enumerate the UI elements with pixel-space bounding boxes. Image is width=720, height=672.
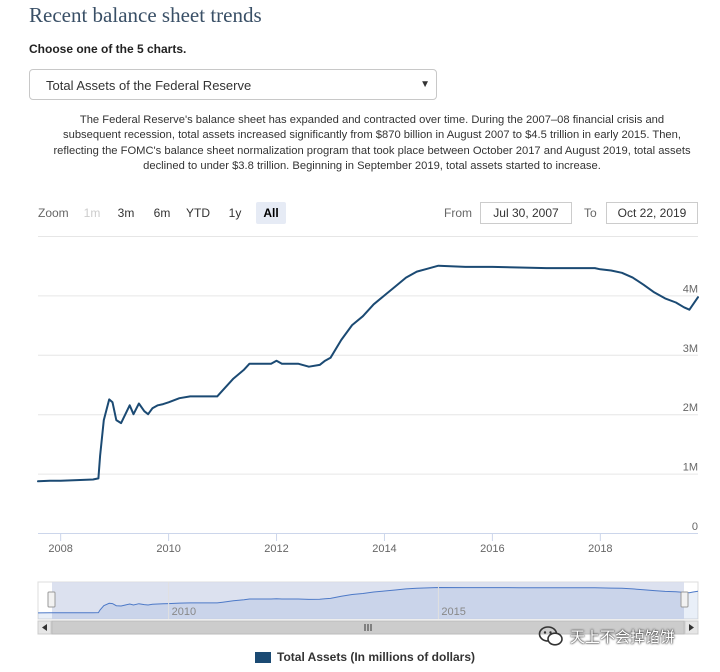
navigator-area (38, 587, 698, 619)
series-line-total-assets[interactable] (37, 264, 699, 483)
zoom-all-button[interactable]: All (256, 202, 286, 224)
y-tick-label-4: 4M (683, 283, 698, 295)
y-tick-label-0: 0 (692, 521, 698, 533)
legend-label: Total Assets (In millions of dollars) (277, 650, 476, 664)
zoom-3m-button[interactable]: 3m (117, 206, 135, 220)
x-tick-label-2010: 2010 (156, 543, 180, 555)
x-tick-label-2012: 2012 (264, 543, 288, 555)
y-tick-label-1: 1M (683, 462, 698, 474)
zoom-1m-button[interactable]: 1m (83, 206, 101, 220)
x-tick-label-2016: 2016 (480, 543, 504, 555)
chart-chooser-label: Choose one of the 5 charts. (29, 42, 187, 56)
range-to-input[interactable]: Oct 22, 2019 (606, 202, 698, 224)
chart-select-value: Total Assets of the Federal Reserve (46, 78, 252, 93)
chart-description: The Federal Reserve's balance sheet has … (53, 114, 691, 173)
x-tick-label-2008: 2008 (48, 543, 72, 555)
arrow-left-icon (42, 624, 47, 631)
scrollbar-grip-icon (364, 624, 372, 631)
zoom-6m-button[interactable]: 6m (153, 206, 171, 220)
wechat-logo-icon (538, 626, 563, 646)
navigator-tick-label-2015: 2015 (441, 606, 465, 618)
navigator-tick-label-2010: 2010 (172, 606, 196, 618)
y-tick-labels: 0 1M 2M 3M 4M (683, 283, 698, 533)
y-tick-label-3: 3M (683, 343, 698, 355)
x-tick-label-2014: 2014 (372, 543, 396, 555)
x-tick-label-2018: 2018 (588, 543, 612, 555)
navigator-right-handle[interactable] (680, 591, 689, 608)
range-from-input[interactable]: Jul 30, 2007 (480, 202, 572, 224)
chart-select-dropdown[interactable]: Total Assets of the Federal Reserve ▼ (29, 69, 437, 100)
y-tick-label-2: 2M (683, 402, 698, 414)
legend-swatch (255, 651, 271, 663)
navigator-left-handle[interactable] (47, 591, 56, 608)
navigator[interactable]: 2010 2015 (37, 581, 699, 620)
x-tick-labels: 2008 2010 2012 2014 2016 2018 (48, 543, 612, 555)
x-ticks (60, 533, 601, 541)
chevron-down-icon: ▼ (420, 79, 430, 90)
arrow-right-icon (689, 624, 694, 631)
y-gridlines (38, 236, 698, 534)
legend[interactable]: Total Assets (In millions of dollars) (255, 650, 475, 664)
zoom-1y-button[interactable]: 1y (228, 206, 242, 220)
navigator-line (37, 586, 699, 614)
range-from-label: From (444, 206, 472, 220)
zoom-ytd-button[interactable]: YTD (186, 206, 210, 220)
watermark-text: 天上不会掉馅饼 (570, 628, 676, 646)
zoom-label: Zoom (38, 206, 69, 220)
watermark: 天上不会掉馅饼 (538, 624, 675, 648)
page-title: Recent balance sheet trends (29, 3, 262, 27)
scrollbar[interactable] (37, 620, 699, 635)
range-to-label: To (584, 206, 597, 220)
